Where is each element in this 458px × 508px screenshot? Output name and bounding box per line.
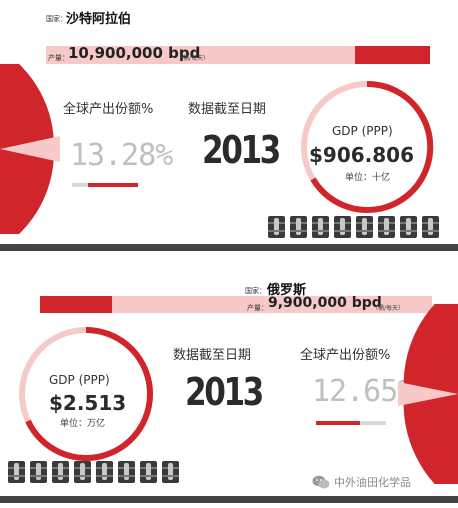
output-label: 产量： <box>247 304 268 312</box>
barrel-icon <box>162 461 179 483</box>
output-bar-fill <box>40 296 112 313</box>
share-label: 全球产出份额% <box>300 348 391 363</box>
barrel-icon <box>312 216 329 238</box>
output-value: 9,900,000 bpd <box>268 295 382 311</box>
barrel-icon <box>268 216 285 238</box>
barrel-icon <box>74 461 91 483</box>
gdp-ring <box>301 80 434 213</box>
year-value: 2013 <box>185 370 264 414</box>
share-pie-slice <box>398 382 458 406</box>
saudi-panel: 国家： 沙特阿拉伯 产量： 10,900,000 bpd （桶/每天） 全球产出… <box>0 12 458 251</box>
date-label: 数据截至日期 <box>188 102 267 117</box>
barrel-row <box>8 461 188 485</box>
panel-divider <box>0 244 458 251</box>
gdp-value: $906.806 <box>309 143 415 167</box>
country-label: 国家： <box>245 287 266 295</box>
year-value: 2013 <box>202 128 281 172</box>
gdp-label: GDP (PPP) <box>332 124 393 138</box>
output-value: 10,900,000 bpd <box>68 44 201 62</box>
share-value: 13.28% <box>70 138 173 173</box>
barrel-icon <box>52 461 69 483</box>
barrel-icon <box>378 216 395 238</box>
watermark-text: 中外油田化学品 <box>334 476 411 489</box>
barrel-icon <box>118 461 135 483</box>
share-underline-fill <box>88 183 138 187</box>
date-label: 数据截至日期 <box>173 348 252 363</box>
gdp-unit: 单位：十亿 <box>345 173 391 183</box>
barrel-icon <box>96 461 113 483</box>
country-label: 国家： <box>46 15 67 23</box>
barrel-icon <box>140 461 157 483</box>
output-bar-track <box>40 296 432 313</box>
gdp-value: $2.513 <box>49 391 127 415</box>
output-bar-track <box>46 46 430 64</box>
wechat-icon <box>312 475 330 489</box>
output-label: 产量： <box>48 54 69 62</box>
barrel-icon <box>290 216 307 238</box>
output-unit: （桶/每天） <box>372 305 405 312</box>
share-pie <box>398 304 458 484</box>
output-unit: （桶/每天） <box>177 55 210 62</box>
barrel-icon <box>8 461 25 483</box>
country-name: 沙特阿拉伯 <box>66 12 132 27</box>
russia-panel: 国家： 俄罗斯 产量： 9,900,000 bpd （桶/每天） GDP (PP… <box>0 256 458 508</box>
barrel-row <box>268 216 458 240</box>
share-underline-fill <box>316 421 360 425</box>
barrel-icon <box>422 216 439 238</box>
gdp-label: GDP (PPP) <box>49 373 110 387</box>
barrel-icon <box>334 216 351 238</box>
share-label: 全球产出份额% <box>63 102 154 117</box>
panel-bottom-bar <box>0 496 458 503</box>
share-pie-slice <box>0 136 60 162</box>
output-bar-fill <box>355 46 430 64</box>
barrel-icon <box>400 216 417 238</box>
share-pie <box>0 64 60 234</box>
country-name: 俄罗斯 <box>267 283 307 298</box>
barrel-icon <box>30 461 47 483</box>
gdp-ring <box>19 327 153 461</box>
barrel-icon <box>356 216 373 238</box>
gdp-unit: 单位：万亿 <box>60 419 106 429</box>
